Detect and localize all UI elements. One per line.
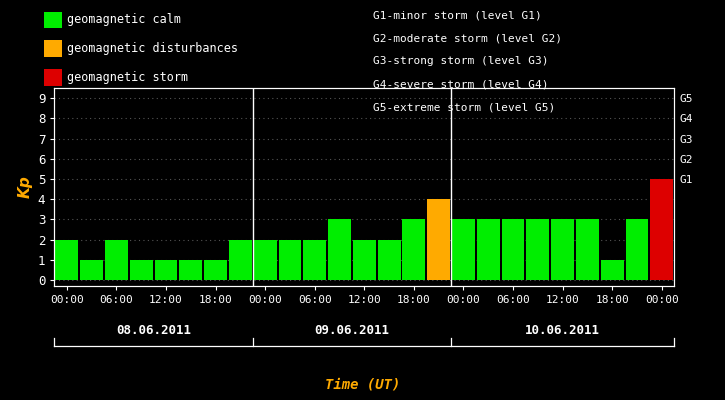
Text: 09.06.2011: 09.06.2011: [315, 324, 389, 336]
Bar: [576, 219, 599, 280]
Text: G3-strong storm (level G3): G3-strong storm (level G3): [373, 56, 549, 66]
Bar: [551, 219, 574, 280]
Text: 10.06.2011: 10.06.2011: [525, 324, 600, 336]
Bar: [452, 219, 475, 280]
Bar: [402, 219, 426, 280]
Bar: [105, 240, 128, 280]
Bar: [55, 240, 78, 280]
Bar: [179, 260, 202, 280]
Text: G4-severe storm (level G4): G4-severe storm (level G4): [373, 80, 549, 90]
Y-axis label: Kp: Kp: [17, 176, 33, 198]
Bar: [626, 219, 648, 280]
Bar: [204, 260, 227, 280]
Bar: [378, 240, 400, 280]
Bar: [254, 240, 276, 280]
Text: geomagnetic storm: geomagnetic storm: [67, 71, 188, 84]
Bar: [477, 219, 500, 280]
Bar: [130, 260, 152, 280]
Bar: [502, 219, 524, 280]
Bar: [229, 240, 252, 280]
Text: geomagnetic calm: geomagnetic calm: [67, 14, 181, 26]
Text: geomagnetic disturbances: geomagnetic disturbances: [67, 42, 239, 55]
Bar: [650, 179, 674, 280]
Bar: [601, 260, 624, 280]
Text: G2-moderate storm (level G2): G2-moderate storm (level G2): [373, 33, 563, 43]
Bar: [427, 199, 450, 280]
Bar: [278, 240, 302, 280]
Text: G5-extreme storm (level G5): G5-extreme storm (level G5): [373, 103, 555, 113]
Bar: [303, 240, 326, 280]
Bar: [526, 219, 550, 280]
Text: G1-minor storm (level G1): G1-minor storm (level G1): [373, 10, 542, 20]
Text: 08.06.2011: 08.06.2011: [116, 324, 191, 336]
Bar: [328, 219, 351, 280]
Text: Time (UT): Time (UT): [325, 377, 400, 391]
Bar: [80, 260, 103, 280]
Bar: [154, 260, 178, 280]
Bar: [353, 240, 376, 280]
